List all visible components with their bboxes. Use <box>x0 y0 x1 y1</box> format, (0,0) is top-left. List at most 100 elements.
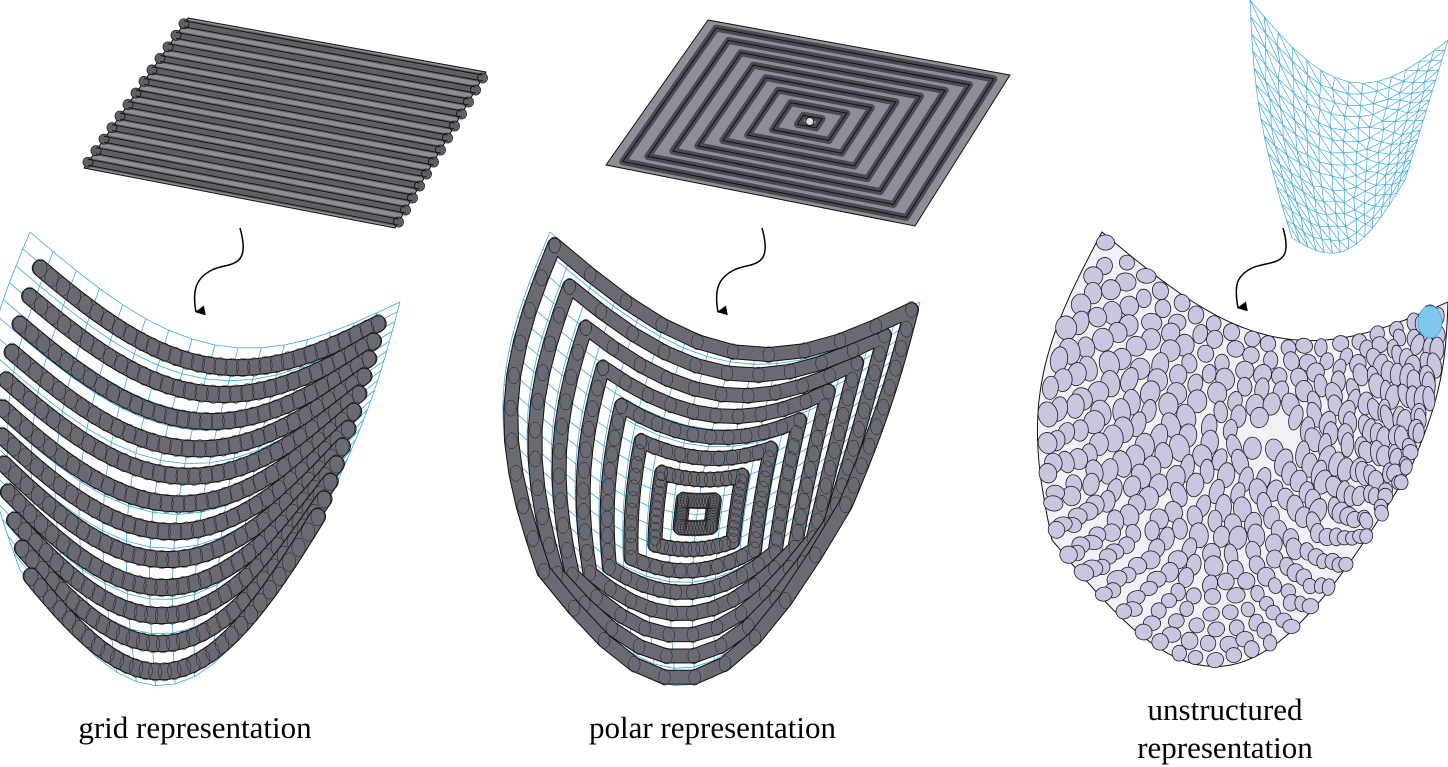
mesh-edge <box>1377 163 1380 173</box>
mesh-edge <box>1342 152 1346 166</box>
mesh-edge <box>1347 93 1361 107</box>
mesh-edge <box>1319 135 1333 141</box>
mesh-edge <box>1369 127 1384 130</box>
tube-ring <box>677 519 690 536</box>
mesh-edge <box>1401 131 1413 136</box>
tube-ring <box>168 522 183 542</box>
surface-ellipse <box>1226 587 1246 604</box>
mesh-edge <box>1404 152 1407 162</box>
tube-ring <box>517 497 530 515</box>
mesh-edge <box>1413 70 1428 83</box>
tube-ring <box>563 278 576 295</box>
tube-ring <box>179 521 194 541</box>
mesh-edge <box>1307 207 1317 213</box>
mesh-edge <box>1379 162 1389 165</box>
tube-ring <box>187 411 202 431</box>
mesh-edge <box>1401 120 1408 136</box>
mesh-edge <box>1377 152 1390 155</box>
flat-row-cap <box>428 156 439 168</box>
flat-row-cap <box>178 18 190 30</box>
tube-ring <box>818 398 831 416</box>
mesh-edge <box>1300 177 1316 200</box>
tube-ring <box>531 393 544 410</box>
surface-ellipse <box>1135 288 1152 308</box>
mesh-edge <box>1330 127 1346 131</box>
tube-ring <box>200 543 215 563</box>
tube-ring <box>718 535 732 553</box>
mesh-edge <box>1251 33 1266 49</box>
tube-ring <box>129 395 144 415</box>
tube-ring <box>15 538 30 558</box>
tube-fill <box>14 491 332 652</box>
surface-ellipse <box>1295 337 1313 354</box>
mesh-edge <box>1314 198 1327 216</box>
tube-ring <box>531 479 544 497</box>
tube-ring <box>123 325 138 345</box>
mesh-edge <box>1267 152 1273 171</box>
flat-row-cap <box>130 87 142 99</box>
mesh-edge <box>1276 186 1287 194</box>
tube-ring <box>543 335 557 353</box>
tube-ring <box>0 426 10 446</box>
tube-ring <box>784 451 797 469</box>
mesh-edge <box>1296 201 1308 209</box>
mesh-edge <box>1319 161 1333 177</box>
flat-row-cap <box>414 180 425 192</box>
mesh-edge <box>1293 93 1308 104</box>
tube-ring <box>787 438 800 455</box>
tube-ring <box>619 374 632 391</box>
mesh-edge <box>1319 172 1334 192</box>
surface-ellipse <box>1123 475 1142 498</box>
mesh-edge <box>1398 152 1407 155</box>
mesh-edge <box>1400 141 1410 145</box>
tube-ring <box>554 492 567 510</box>
mesh-edge <box>1423 89 1433 92</box>
tube-ring <box>796 377 809 395</box>
tube-ring <box>317 489 332 509</box>
tube-ring <box>715 386 728 403</box>
flat-ring-edge <box>646 39 971 206</box>
tube-ring <box>727 526 740 544</box>
mesh-edge <box>1417 61 1421 71</box>
mesh-edge <box>1300 177 1304 192</box>
tube-ring <box>314 340 329 360</box>
mesh-edge <box>1321 238 1333 254</box>
tube-ring <box>247 357 262 377</box>
mesh-edge <box>1376 90 1389 100</box>
mesh-edge <box>1276 186 1282 205</box>
mesh-edge <box>1338 241 1341 253</box>
surface-ellipse <box>1154 299 1172 318</box>
mesh-edge <box>1360 103 1374 107</box>
tube-ring <box>638 619 651 637</box>
tube-ring <box>660 442 674 460</box>
tube-ring <box>762 346 775 363</box>
mesh-edge <box>1280 108 1284 125</box>
mesh-edge <box>1305 113 1319 123</box>
surface-ellipse <box>1374 504 1389 522</box>
mesh-edge <box>1270 113 1284 125</box>
mesh-edge <box>1312 236 1323 240</box>
mesh-edge <box>1377 164 1389 173</box>
tube-ring <box>630 456 644 473</box>
mesh-edge <box>1381 132 1395 143</box>
mesh-edge <box>1400 93 1412 101</box>
tube-ring <box>160 375 175 395</box>
tube-ring <box>732 486 746 504</box>
mesh-edge <box>1444 39 1448 51</box>
tube-ring <box>752 511 765 528</box>
surface-ellipse <box>1199 458 1215 484</box>
tube-ring <box>145 520 160 540</box>
mesh-edge <box>1319 161 1332 165</box>
flat-row-edge <box>183 20 483 76</box>
mesh-edge <box>1395 112 1408 122</box>
mesh-edge <box>1344 202 1355 211</box>
tube-ring <box>868 364 881 382</box>
mesh-edge <box>1385 163 1398 176</box>
mesh-edge <box>1291 210 1304 232</box>
mesh-edge <box>1344 186 1357 191</box>
mesh-edge <box>1279 163 1293 185</box>
tube-ring <box>66 542 81 562</box>
tube-ring <box>624 526 638 543</box>
tube-ring <box>164 407 179 427</box>
mesh-edge <box>1407 102 1412 114</box>
